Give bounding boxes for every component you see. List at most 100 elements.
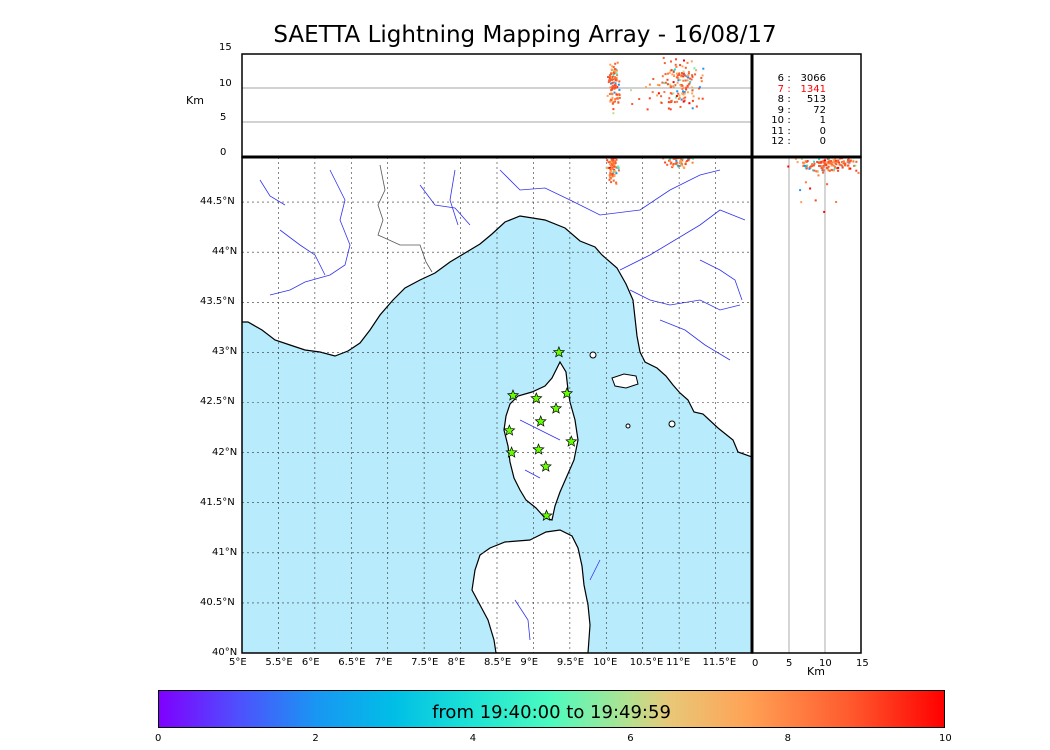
lightning-source	[826, 160, 829, 163]
lightning-source	[616, 74, 619, 77]
lightning-source	[680, 98, 683, 101]
lightning-source	[656, 83, 659, 86]
lightning-source	[661, 81, 664, 84]
station-marker	[505, 446, 518, 458]
lightning-source	[849, 159, 852, 162]
lightning-source	[617, 167, 620, 170]
lightning-source	[614, 170, 617, 173]
legend-count: 72	[813, 104, 826, 116]
lightning-source	[679, 157, 682, 160]
lightning-source	[666, 72, 669, 75]
lightning-source	[836, 160, 839, 163]
lightning-source	[695, 105, 698, 108]
map-flash-points	[605, 157, 694, 186]
map-graticule	[242, 157, 752, 653]
legend-count: 0	[819, 136, 826, 147]
lightning-source	[616, 96, 619, 99]
lightning-source	[615, 86, 618, 89]
lightning-source	[660, 95, 663, 98]
lightning-source	[816, 170, 819, 173]
top-ytick: 0	[220, 147, 227, 158]
lightning-source	[672, 70, 675, 73]
lightning-source	[680, 75, 682, 78]
lightning-source	[832, 169, 835, 172]
lightning-source	[812, 169, 815, 172]
colorbar-tick: 8	[784, 733, 791, 744]
top-ytick: 5	[220, 112, 227, 123]
lightning-source	[609, 168, 612, 171]
lightning-source	[610, 89, 613, 92]
rivers	[259, 169, 746, 641]
lightning-source	[673, 84, 676, 87]
lightning-source	[682, 100, 685, 103]
lightning-source	[609, 93, 612, 95]
lightning-source	[682, 79, 685, 82]
lightning-source	[607, 76, 609, 78]
lightning-source	[674, 68, 676, 71]
lightning-source	[686, 91, 689, 94]
lightning-source	[669, 162, 672, 165]
lightning-source	[825, 164, 828, 166]
legend-row: 11: 0	[762, 125, 826, 138]
lightning-source	[824, 159, 826, 162]
lightning-source	[831, 161, 834, 164]
lightning-source	[842, 160, 845, 163]
lightning-source	[609, 160, 611, 163]
lightning-source	[681, 92, 684, 95]
station-marker	[552, 345, 566, 358]
lightning-source	[698, 87, 701, 90]
lightning-source	[666, 78, 669, 81]
lightning-source	[854, 164, 857, 167]
lightning-source	[679, 160, 681, 163]
lightning-source	[822, 169, 825, 172]
montecristo-island	[625, 423, 631, 429]
latitude-tick: 44°N	[212, 246, 238, 258]
lightning-source	[610, 82, 613, 85]
lightning-source	[682, 90, 684, 93]
lightning-source	[612, 101, 615, 104]
lightning-source	[678, 96, 681, 99]
lightning-source	[614, 62, 617, 65]
lightning-source	[672, 92, 675, 95]
lightning-source	[677, 77, 680, 80]
lightning-source	[618, 96, 621, 99]
longitude-tick: 11°E	[666, 657, 691, 668]
lightning-source	[823, 162, 826, 165]
lightning-source	[674, 162, 677, 165]
lightning-source	[675, 96, 678, 99]
lightning-source	[612, 66, 615, 68]
lightning-source	[691, 75, 694, 78]
lightning-source	[611, 65, 614, 68]
lightning-source	[615, 97, 618, 100]
lightning-source	[817, 174, 820, 177]
lightning-source	[830, 164, 833, 167]
lightning-source	[673, 101, 676, 104]
lightning-source	[615, 77, 618, 80]
right-xtick: 5	[786, 658, 793, 669]
lightning-source	[607, 167, 610, 169]
latitude-tick: 43.5°N	[200, 296, 235, 308]
lightning-source	[670, 69, 673, 72]
lightning-source	[682, 75, 685, 78]
lightning-source	[612, 87, 615, 89]
legend-level: 7	[777, 83, 784, 95]
station-marker	[530, 392, 543, 404]
lightning-source	[669, 83, 672, 86]
lma-stations	[503, 345, 578, 521]
lightning-source	[617, 101, 620, 104]
longitude-tick: 5°E	[229, 657, 247, 668]
legend-separator: :	[787, 125, 791, 137]
lightning-source	[684, 79, 687, 82]
lightning-source	[613, 173, 616, 176]
longitude-tick: 10°E	[593, 657, 618, 668]
lightning-source	[616, 93, 619, 96]
lightning-source	[796, 161, 799, 164]
lightning-source	[618, 88, 621, 91]
lightning-source	[658, 84, 661, 87]
station-marker	[534, 415, 547, 427]
lightning-source	[606, 167, 608, 170]
lightning-source	[681, 164, 684, 167]
lightning-source	[691, 89, 694, 92]
lightning-source	[613, 76, 616, 79]
lightning-source	[833, 161, 836, 164]
